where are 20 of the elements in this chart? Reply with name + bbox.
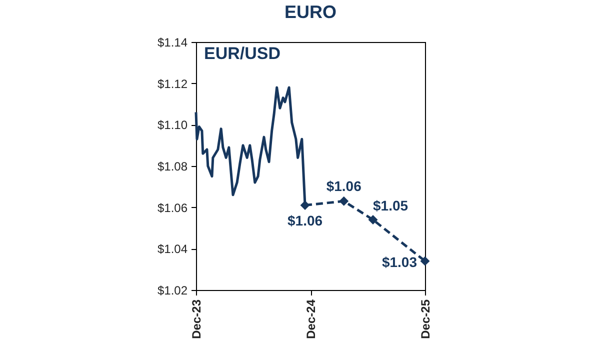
data-label: $1.06 — [326, 178, 362, 194]
point — [368, 214, 378, 224]
chart-title: EURO — [284, 2, 337, 22]
x-tick-label: Dec-25 — [418, 299, 432, 339]
point — [420, 256, 430, 266]
point — [339, 196, 349, 206]
y-tick-label: $1.10 — [157, 118, 188, 132]
x-tick-label: Dec-23 — [190, 299, 204, 339]
data-label: $1.06 — [287, 212, 323, 228]
y-tick-label: $1.14 — [157, 36, 188, 50]
y-tick-label: $1.04 — [157, 242, 188, 256]
x-tick-label: Dec-24 — [304, 299, 318, 339]
point — [300, 200, 310, 210]
y-tick-label: $1.02 — [157, 284, 188, 298]
data-label: $1.05 — [372, 198, 408, 214]
annotation: EUR/USD — [204, 44, 281, 63]
data-label: $1.03 — [382, 254, 418, 270]
y-tick-label: $1.12 — [157, 76, 188, 91]
y-tick-label: $1.06 — [157, 200, 188, 215]
y-tick-label: $1.08 — [157, 160, 188, 174]
